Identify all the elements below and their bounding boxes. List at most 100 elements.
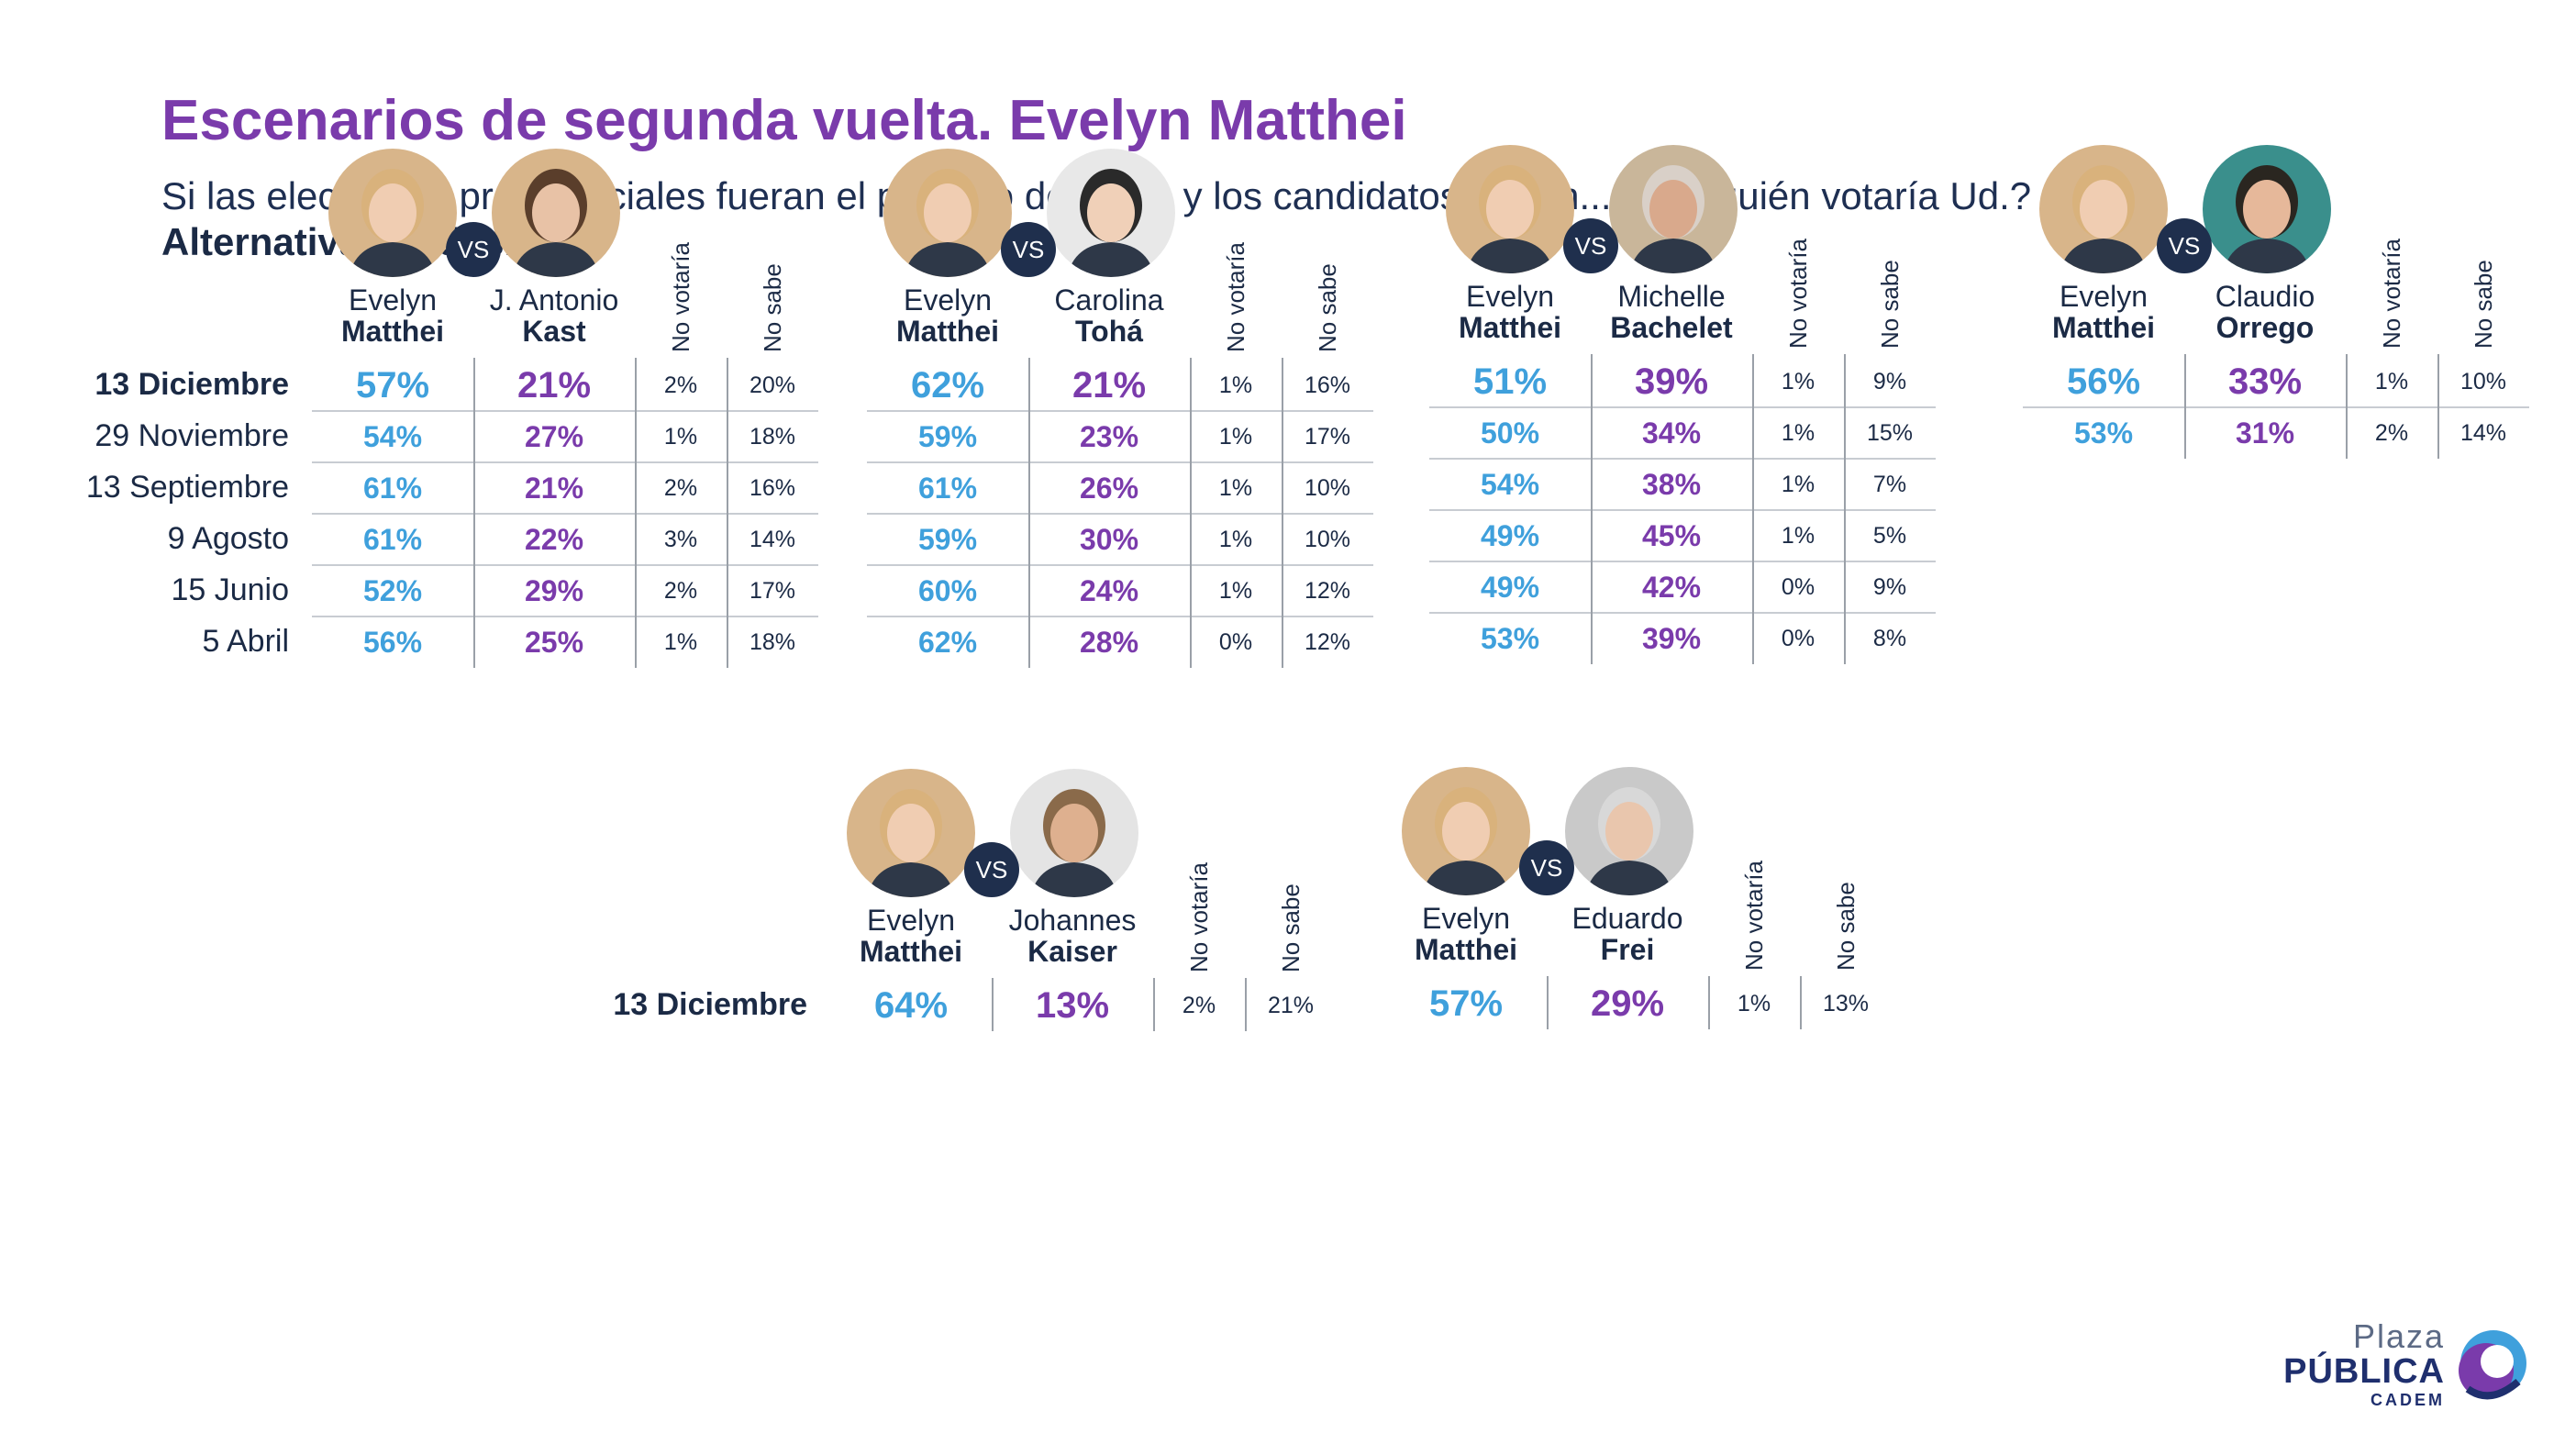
no-sabe-header: No sabe: [1314, 263, 1341, 352]
candidate-a-name: Evelyn Matthei: [2052, 280, 2155, 344]
table-row: 57% 21% 2% 20%: [312, 360, 818, 411]
table-cell: 57%: [1428, 983, 1504, 1024]
table-row: 59% 23% 1% 17%: [867, 411, 1373, 462]
table-cell: 15%: [1866, 420, 1914, 446]
table-cell: 9%: [1872, 369, 1907, 394]
table-cell: 2%: [663, 372, 698, 398]
table-cell: 1%: [1737, 991, 1771, 1016]
scenario-table: VS Evelyn Matthei Michelle Bachelet No votarí…: [1429, 145, 1943, 673]
table-cell: 30%: [1079, 523, 1139, 556]
row-divider: [1429, 561, 1936, 562]
table-row: 56% 33% 1% 10%: [2023, 356, 2529, 407]
table-cell: 34%: [1641, 417, 1702, 450]
table-cell: 49%: [1480, 571, 1540, 604]
vs-badge: VS: [1563, 218, 1618, 273]
scenario-table: VS Evelyn Matthei Johannes Kaiser No votaría N…: [830, 769, 1344, 1040]
table-cell: 61%: [362, 472, 423, 505]
column-divider: [1591, 354, 1593, 664]
column-divider: [1153, 978, 1155, 1031]
table-cell: 38%: [1641, 468, 1702, 501]
table-cell: 14%: [2459, 420, 2507, 446]
date-label: 13 Septiembre: [85, 470, 289, 505]
table-cell: 2%: [663, 475, 698, 501]
candidate-a-name: Evelyn Matthei: [1459, 280, 1561, 344]
table-cell: 10%: [1304, 475, 1351, 501]
table-row: 57% 29% 1% 13%: [1385, 978, 1892, 1029]
table-row: 62% 21% 1% 16%: [867, 360, 1373, 411]
column-divider: [1190, 358, 1192, 668]
row-divider: [867, 564, 1373, 566]
table-cell: 33%: [2227, 361, 2303, 402]
candidate-b-photo: [1010, 769, 1138, 897]
plaza-publica-cadem-logo: Plaza PÚBLICA CADEM: [2283, 1317, 2532, 1409]
table-cell: 1%: [1781, 369, 1815, 394]
table-cell: 12%: [1304, 629, 1351, 655]
table-row: 50% 34% 1% 15%: [1429, 407, 1936, 459]
date-label: 29 Noviembre: [94, 418, 289, 453]
no-votaria-header: No votaría: [1740, 861, 1768, 971]
row-divider: [312, 461, 818, 463]
table-cell: 7%: [1872, 472, 1907, 497]
candidate-a-photo: [847, 769, 975, 897]
table-cell: 1%: [1218, 424, 1253, 450]
row-divider: [867, 513, 1373, 515]
table-cell: 1%: [1218, 475, 1253, 501]
column-divider: [1245, 978, 1247, 1031]
candidate-a-name: Evelyn Matthei: [341, 283, 444, 348]
table-row: 52% 29% 2% 17%: [312, 565, 818, 616]
table-row: 61% 26% 1% 10%: [867, 462, 1373, 514]
table-cell: 0%: [1781, 626, 1815, 651]
table-cell: 29%: [524, 574, 584, 607]
row-divider: [2023, 406, 2529, 408]
table-cell: 26%: [1079, 472, 1139, 505]
table-row: 49% 45% 1% 5%: [1429, 510, 1936, 561]
table-cell: 21%: [1267, 993, 1315, 1018]
table-cell: 53%: [1480, 622, 1540, 655]
table-cell: 64%: [873, 985, 949, 1026]
table-cell: 3%: [663, 527, 698, 552]
row-divider: [1429, 612, 1936, 614]
date-label: 13 Diciembre: [94, 367, 289, 402]
table-cell: 2%: [663, 578, 698, 604]
table-cell: 62%: [917, 626, 978, 659]
table-cell: 18%: [749, 424, 796, 450]
table-cell: 31%: [2235, 417, 2295, 450]
table-cell: 51%: [1472, 361, 1548, 402]
row-divider: [312, 513, 818, 515]
table-cell: 17%: [749, 578, 796, 604]
table-cell: 59%: [917, 420, 978, 453]
candidate-b-name: Carolina Tohá: [1054, 283, 1164, 348]
candidate-b-photo: [1609, 145, 1738, 273]
table-row: 51% 39% 1% 9%: [1429, 356, 1936, 407]
candidate-b-name: J. Antonio Kast: [489, 283, 619, 348]
candidate-a-photo: [328, 149, 457, 277]
table-cell: 1%: [1218, 372, 1253, 398]
table-cell: 12%: [1304, 578, 1351, 604]
candidate-b-photo: [492, 149, 620, 277]
candidate-a-name: Evelyn Matthei: [896, 283, 999, 348]
table-cell: 23%: [1079, 420, 1139, 453]
date-label: 5 Abril: [202, 624, 290, 659]
candidate-a-name: Evelyn Matthei: [860, 904, 962, 968]
row-divider: [1429, 509, 1936, 511]
table-cell: 57%: [355, 365, 430, 405]
table-cell: 1%: [2374, 369, 2409, 394]
table-row: 59% 30% 1% 10%: [867, 514, 1373, 565]
column-divider: [1844, 354, 1846, 664]
no-votaria-header: No votaría: [2378, 239, 2405, 349]
candidate-a-photo: [1446, 145, 1574, 273]
table-cell: 27%: [524, 420, 584, 453]
table-cell: 61%: [917, 472, 978, 505]
table-row: 64% 13% 2% 21%: [830, 980, 1337, 1031]
candidate-b-photo: [2203, 145, 2331, 273]
table-cell: 21%: [1071, 365, 1147, 405]
table-cell: 39%: [1641, 622, 1702, 655]
table-cell: 21%: [524, 472, 584, 505]
table-cell: 45%: [1641, 519, 1702, 552]
page-title: Escenarios de segunda vuelta. Evelyn Mat…: [161, 89, 1407, 152]
table-cell: 2%: [1182, 993, 1216, 1018]
candidate-a-name: Evelyn Matthei: [1415, 902, 1517, 966]
table-row: 60% 24% 1% 12%: [867, 565, 1373, 616]
row-divider: [312, 410, 818, 412]
table-cell: 22%: [524, 523, 584, 556]
